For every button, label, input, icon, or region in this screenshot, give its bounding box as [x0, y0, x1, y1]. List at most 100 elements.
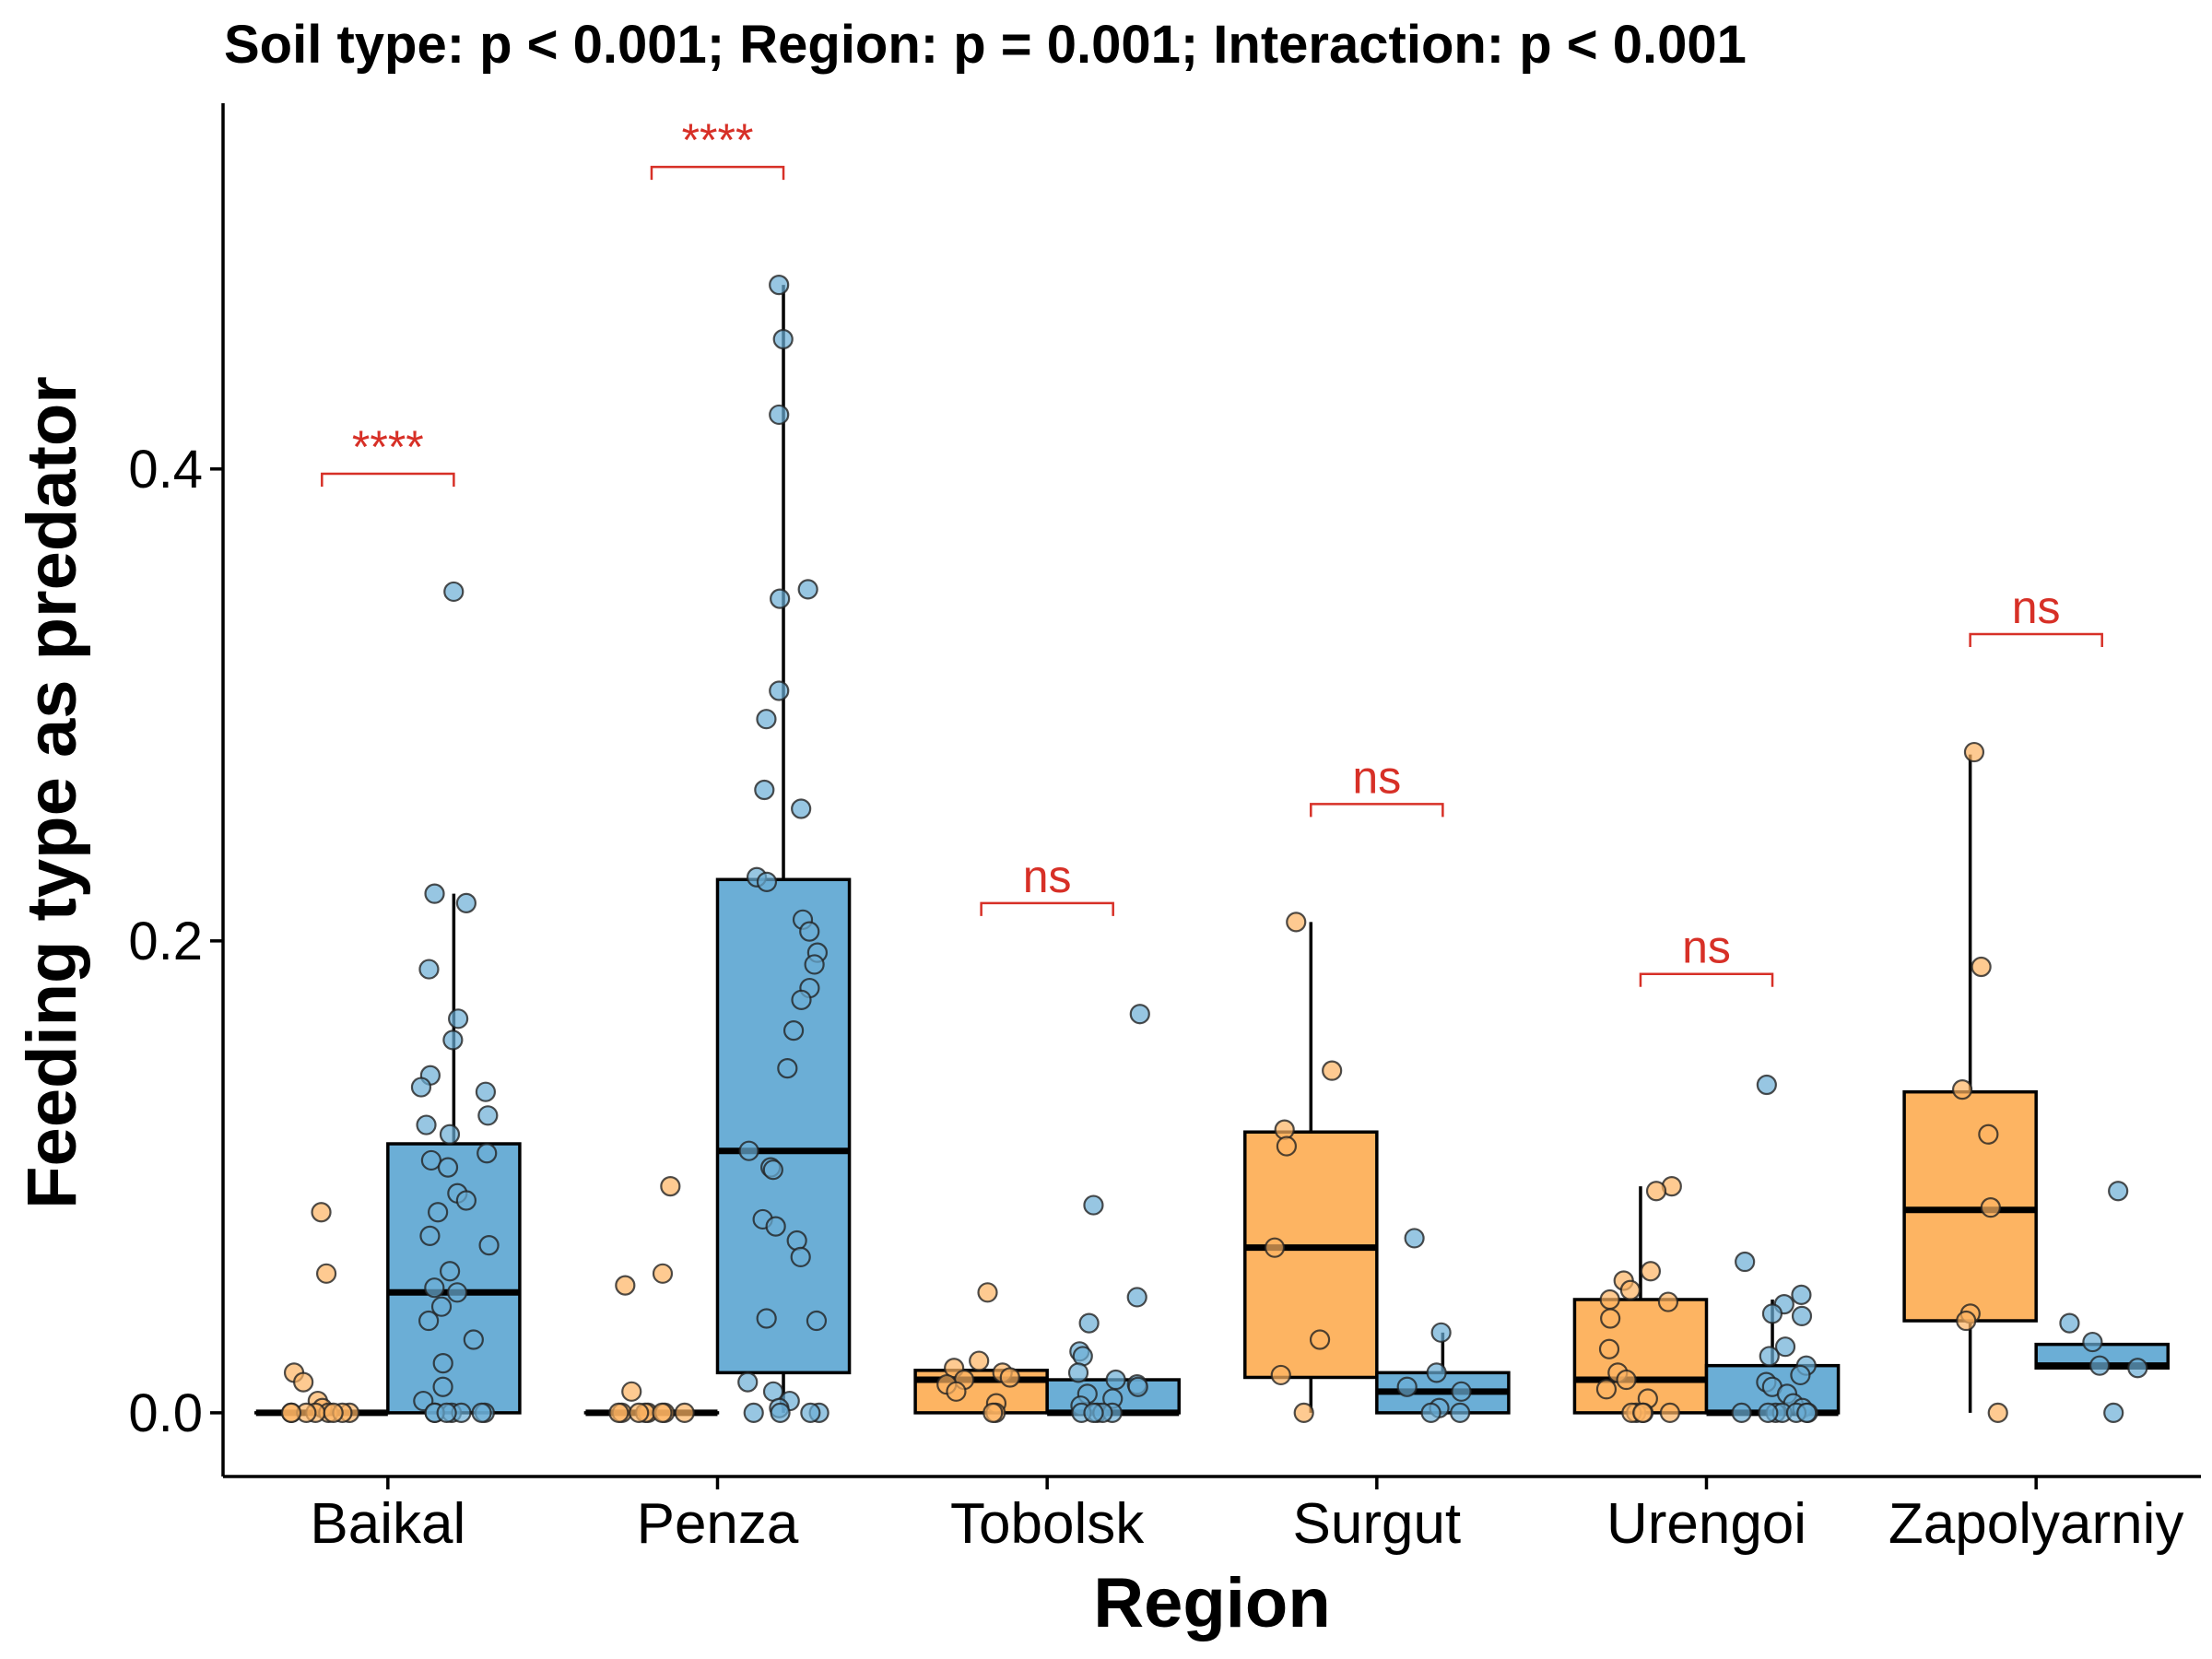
- data-point: [1951, 1079, 1973, 1100]
- data-point: [1761, 1303, 1783, 1324]
- data-point: [797, 579, 818, 600]
- data-point: [1791, 1305, 1813, 1327]
- data-point: [621, 1381, 642, 1402]
- data-point: [442, 1030, 464, 1051]
- x-tick-label: Surgut: [1292, 1492, 1461, 1556]
- x-tick-label: Baikal: [310, 1492, 465, 1556]
- data-point: [1963, 741, 1985, 763]
- data-point: [1286, 912, 1307, 933]
- box-groups: **** **** ns ns ns ns: [254, 114, 2170, 1423]
- data-point: [418, 1310, 440, 1332]
- data-point: [424, 1277, 445, 1299]
- data-point: [1657, 1291, 1679, 1312]
- box-series_a: [913, 1282, 1049, 1423]
- data-point: [2059, 1312, 2080, 1334]
- data-point: [1599, 1288, 1620, 1311]
- data-point: [1322, 1060, 1343, 1081]
- data-point: [777, 1057, 798, 1079]
- region-group-zapolyarniy: ns: [1902, 582, 2170, 1423]
- box-series_b: [2034, 1181, 2170, 1423]
- data-point: [1640, 1261, 1662, 1282]
- x-axis-label: Region: [1093, 1564, 1331, 1642]
- data-point: [1270, 1364, 1291, 1386]
- data-point: [770, 588, 791, 609]
- data-point: [1598, 1338, 1620, 1359]
- data-point: [762, 1159, 783, 1181]
- data-point: [2127, 1358, 2148, 1379]
- data-point: [1632, 1402, 1653, 1423]
- data-point: [419, 1225, 441, 1246]
- y-axis-ticks: 0.0 0.2 0.4: [128, 440, 223, 1443]
- data-point: [791, 798, 812, 819]
- data-point: [443, 581, 465, 603]
- data-point: [477, 1105, 499, 1126]
- data-point: [1129, 1004, 1150, 1025]
- data-point: [969, 1350, 990, 1371]
- data-point: [311, 1202, 332, 1223]
- data-point: [1274, 1119, 1295, 1140]
- data-point: [1426, 1362, 1447, 1383]
- data-point: [1791, 1284, 1812, 1305]
- data-point: [756, 871, 778, 892]
- chart-title: Soil type: p < 0.001; Region: p = 0.001;…: [224, 15, 1747, 75]
- data-point: [1978, 1124, 1999, 1145]
- iqr-box: [715, 877, 852, 1375]
- data-point: [1971, 956, 1992, 978]
- data-point: [769, 275, 790, 296]
- significance-bracket: [1310, 803, 1444, 818]
- data-point: [420, 1149, 442, 1171]
- x-tick-label: Zapolyarniy: [1888, 1492, 2183, 1556]
- data-point: [1645, 1181, 1667, 1202]
- data-point: [743, 1402, 764, 1423]
- data-point: [432, 1353, 453, 1374]
- region-group-surgut: ns: [1243, 751, 1511, 1423]
- data-point: [800, 1402, 821, 1423]
- data-point: [280, 1402, 302, 1423]
- significance-bracket: [321, 472, 455, 487]
- significance-label: ns: [1352, 751, 1401, 803]
- data-point: [478, 1235, 500, 1256]
- data-point: [769, 404, 790, 426]
- region-group-penza: ****: [583, 114, 852, 1423]
- data-point: [806, 1310, 828, 1332]
- data-point: [439, 1124, 461, 1145]
- data-point: [1600, 1308, 1621, 1329]
- data-point: [1293, 1402, 1314, 1423]
- data-point: [791, 989, 812, 1010]
- significance-label: ns: [1682, 922, 1731, 973]
- significance-bracket: [1639, 972, 1774, 987]
- data-point: [424, 883, 445, 904]
- data-point: [418, 959, 440, 980]
- data-point: [1420, 1402, 1441, 1423]
- data-point: [430, 1296, 453, 1317]
- data-point: [2103, 1402, 2124, 1423]
- significance-bracket: [980, 901, 1114, 916]
- data-point: [475, 1081, 497, 1102]
- data-point: [446, 1282, 468, 1303]
- box-series_b: [386, 581, 522, 1423]
- box-series_b: [1375, 1228, 1511, 1423]
- significance-label: ns: [1023, 851, 1072, 902]
- data-point: [765, 1216, 786, 1237]
- significance-label: ns: [2012, 582, 2061, 633]
- x-tick-label: Tobolsk: [950, 1492, 1145, 1556]
- data-point: [1796, 1402, 1818, 1423]
- region-group-baikal: ****: [254, 421, 522, 1423]
- region-group-tobolsk: ns: [913, 851, 1181, 1423]
- data-point: [1430, 1322, 1452, 1343]
- data-point: [1616, 1369, 1637, 1391]
- data-point: [1067, 1362, 1089, 1383]
- box-series_a: [1902, 741, 2038, 1423]
- data-point: [756, 709, 777, 730]
- y-tick-label: 0.0: [128, 1383, 203, 1443]
- data-point: [674, 1402, 695, 1423]
- data-point: [1127, 1376, 1148, 1397]
- data-point: [323, 1402, 344, 1423]
- data-point: [629, 1402, 650, 1423]
- data-point: [652, 1263, 674, 1284]
- data-point: [982, 1402, 1004, 1423]
- box-series_a: [1243, 912, 1379, 1423]
- data-point: [1276, 1135, 1298, 1157]
- data-point: [1956, 1310, 1977, 1332]
- iqr-box: [1902, 1089, 2038, 1323]
